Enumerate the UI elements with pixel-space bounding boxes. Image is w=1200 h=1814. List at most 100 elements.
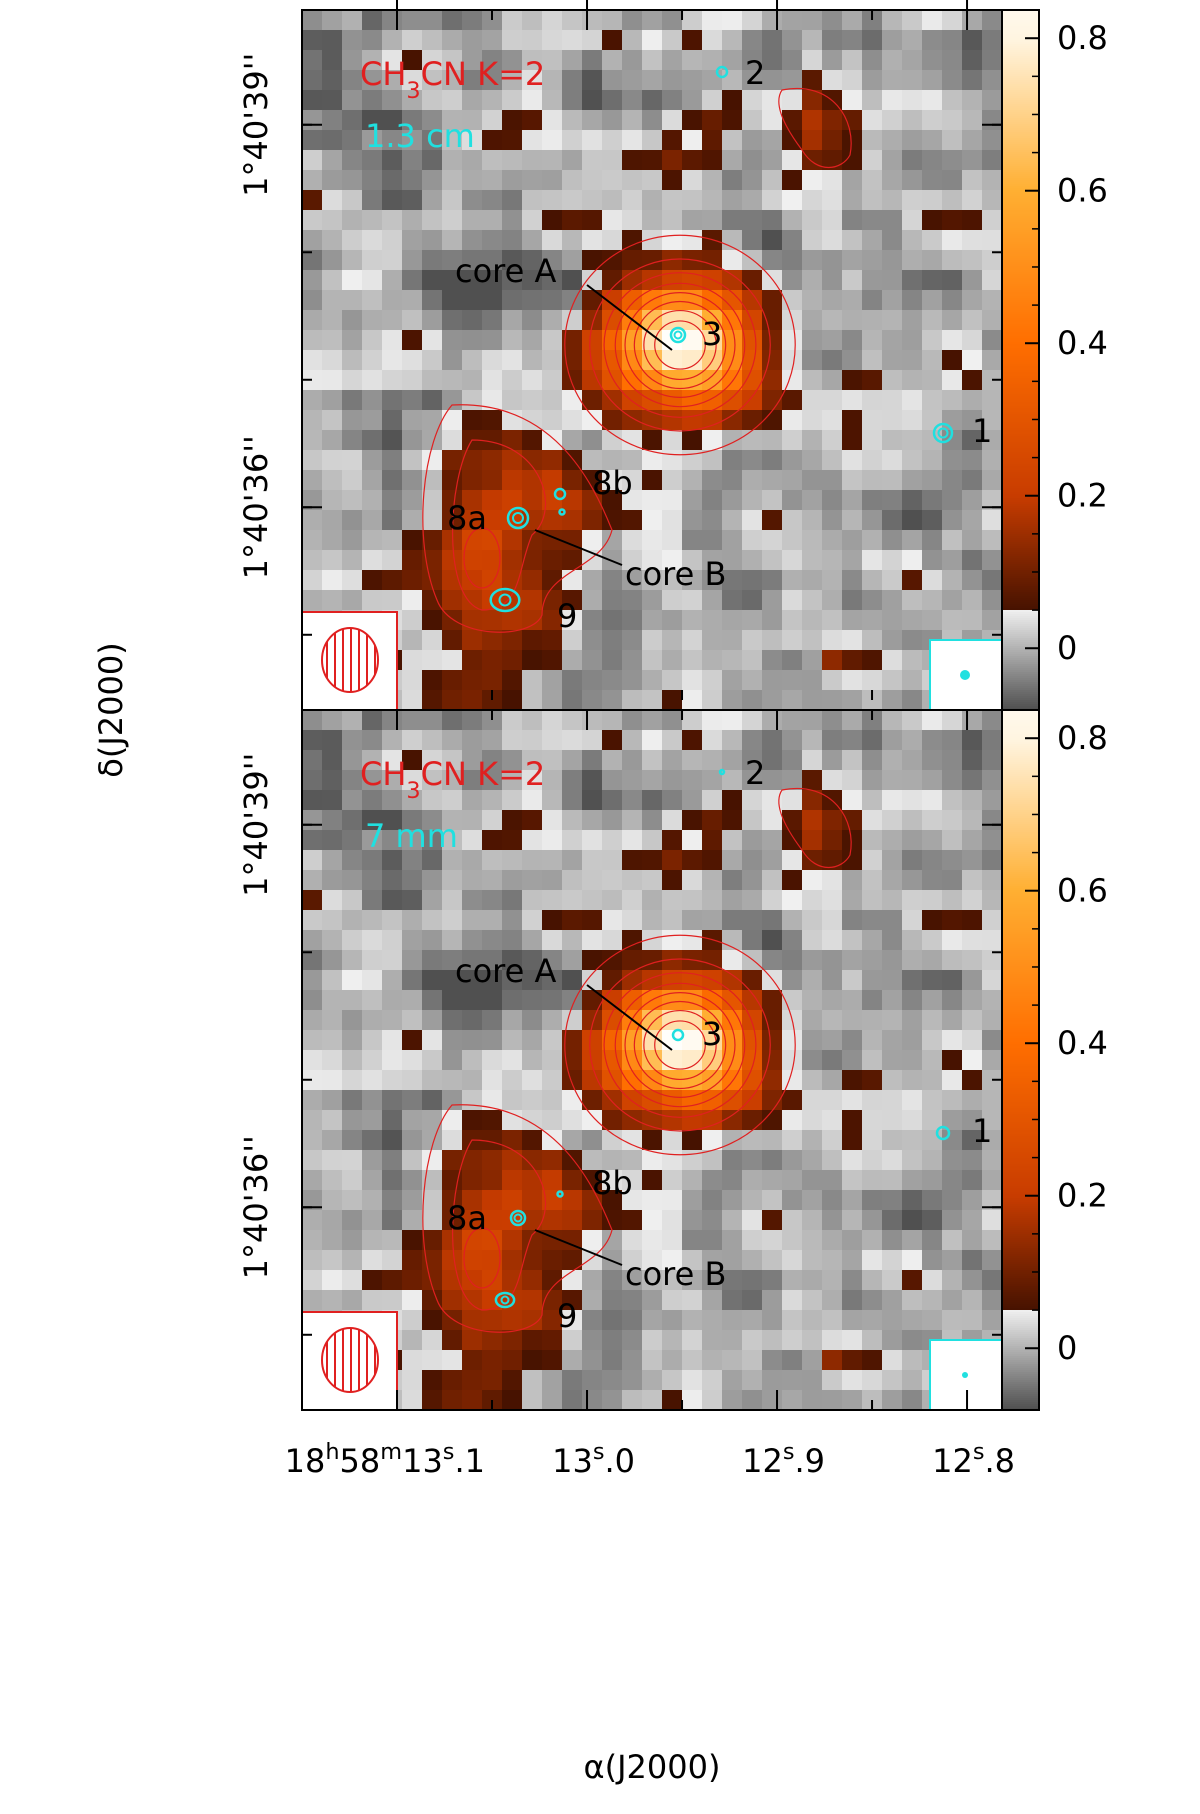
pixel xyxy=(462,1250,483,1271)
pixel xyxy=(662,1290,683,1311)
colorbar-step xyxy=(1002,274,1039,277)
pixel xyxy=(762,830,783,851)
colorbar-step xyxy=(1002,526,1039,529)
pixel xyxy=(922,210,943,231)
pixel xyxy=(442,630,463,651)
colorbar-step xyxy=(1002,1044,1039,1047)
colorbar-step xyxy=(1002,104,1039,107)
pixel xyxy=(662,1150,683,1171)
x-tick-label: 12s.8 xyxy=(932,1439,1015,1480)
pixel xyxy=(322,950,343,971)
pixel xyxy=(862,450,883,471)
pixel xyxy=(622,510,643,531)
colorbar-step xyxy=(1002,1296,1039,1299)
pixel xyxy=(602,1190,623,1211)
pixel xyxy=(682,510,703,531)
pixel xyxy=(862,950,883,971)
pixel xyxy=(682,1250,703,1271)
continuum-source xyxy=(715,65,729,79)
colorbar-step xyxy=(1002,116,1039,119)
pixel xyxy=(402,790,423,811)
pixel xyxy=(642,550,663,571)
contour xyxy=(778,787,852,868)
pixel xyxy=(802,270,823,291)
pixel xyxy=(902,890,923,911)
colorbar-step xyxy=(1002,1274,1039,1277)
pixel xyxy=(902,710,923,731)
pixel xyxy=(302,550,323,571)
pixel xyxy=(622,870,643,891)
colorbar-step xyxy=(1002,1384,1039,1387)
pixel xyxy=(462,790,483,811)
pixel xyxy=(982,590,1002,611)
pixel xyxy=(442,70,463,91)
pixel xyxy=(922,1270,943,1291)
pixel xyxy=(342,850,363,871)
pixel xyxy=(922,10,943,31)
colorbar-step xyxy=(1002,600,1039,603)
pixel xyxy=(382,1150,403,1171)
pixel xyxy=(782,1350,803,1371)
pixel xyxy=(402,430,423,451)
pixel xyxy=(822,1210,843,1231)
colorbar-step xyxy=(1002,574,1039,577)
pixel xyxy=(422,1270,443,1291)
pixel xyxy=(562,250,583,271)
pixel xyxy=(602,10,623,31)
pixel xyxy=(382,150,403,171)
colorbar-step xyxy=(1002,1156,1039,1159)
pixel xyxy=(542,1210,563,1231)
pixel xyxy=(902,1270,923,1291)
pixel xyxy=(922,50,943,71)
colorbar-step xyxy=(1002,734,1039,737)
pixel xyxy=(802,810,823,831)
pixel xyxy=(782,450,803,471)
pixel xyxy=(362,310,383,331)
pixel xyxy=(642,710,663,731)
pixel xyxy=(882,90,903,111)
pixel xyxy=(762,570,783,591)
colorbar-step xyxy=(1002,1102,1039,1105)
pixel xyxy=(842,770,863,791)
colorbar-tick-label: 0 xyxy=(1057,1329,1077,1367)
pixel xyxy=(602,970,623,991)
pixel xyxy=(702,610,723,631)
pixel xyxy=(982,1230,1002,1251)
pixel xyxy=(702,150,723,171)
pixel xyxy=(602,650,623,671)
pixel xyxy=(842,1190,863,1211)
pixel xyxy=(582,770,603,791)
pixel xyxy=(682,1030,703,1051)
pixel xyxy=(302,870,323,891)
pixel xyxy=(462,170,483,191)
pixel xyxy=(862,50,883,71)
pixel xyxy=(582,510,603,531)
colorbar-step xyxy=(1002,494,1039,497)
pixel xyxy=(442,250,463,271)
pixel xyxy=(502,750,523,771)
colorbar-step xyxy=(1002,1196,1039,1199)
pixel xyxy=(542,1130,563,1151)
colorbar-step xyxy=(1002,42,1039,45)
pixel xyxy=(602,810,623,831)
continuum-source xyxy=(935,1125,951,1141)
pixel xyxy=(722,1290,743,1311)
pixel xyxy=(642,730,663,751)
pixel xyxy=(682,150,703,171)
pixel xyxy=(702,10,723,31)
pixel xyxy=(622,650,643,671)
pixel xyxy=(582,690,603,710)
pixel xyxy=(642,1350,663,1371)
pixel xyxy=(602,670,623,691)
colorbar-step xyxy=(1002,1282,1039,1285)
pixel xyxy=(802,1110,823,1131)
pixel xyxy=(902,790,923,811)
pixel xyxy=(662,1010,683,1031)
colorbar-step xyxy=(1002,1390,1039,1393)
pixel xyxy=(802,230,823,251)
pixel xyxy=(682,570,703,591)
pixel xyxy=(762,730,783,751)
pixel xyxy=(522,690,543,710)
colorbar-step xyxy=(1002,348,1039,351)
pixel xyxy=(902,270,923,291)
